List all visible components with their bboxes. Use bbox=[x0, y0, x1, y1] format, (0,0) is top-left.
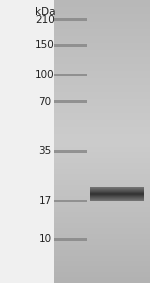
Bar bbox=[54, 74, 87, 76]
Text: 210: 210 bbox=[35, 15, 55, 25]
Bar bbox=[54, 18, 87, 21]
Text: 35: 35 bbox=[38, 146, 52, 156]
Text: 70: 70 bbox=[38, 97, 52, 107]
Bar bbox=[54, 238, 87, 241]
Text: 150: 150 bbox=[35, 40, 55, 50]
Text: 10: 10 bbox=[38, 234, 52, 244]
Bar bbox=[54, 100, 87, 103]
Bar bbox=[54, 44, 87, 47]
Text: 17: 17 bbox=[38, 196, 52, 206]
Bar bbox=[54, 200, 87, 202]
Text: kDa: kDa bbox=[35, 7, 55, 17]
Bar bbox=[54, 150, 87, 153]
Text: 100: 100 bbox=[35, 70, 55, 80]
